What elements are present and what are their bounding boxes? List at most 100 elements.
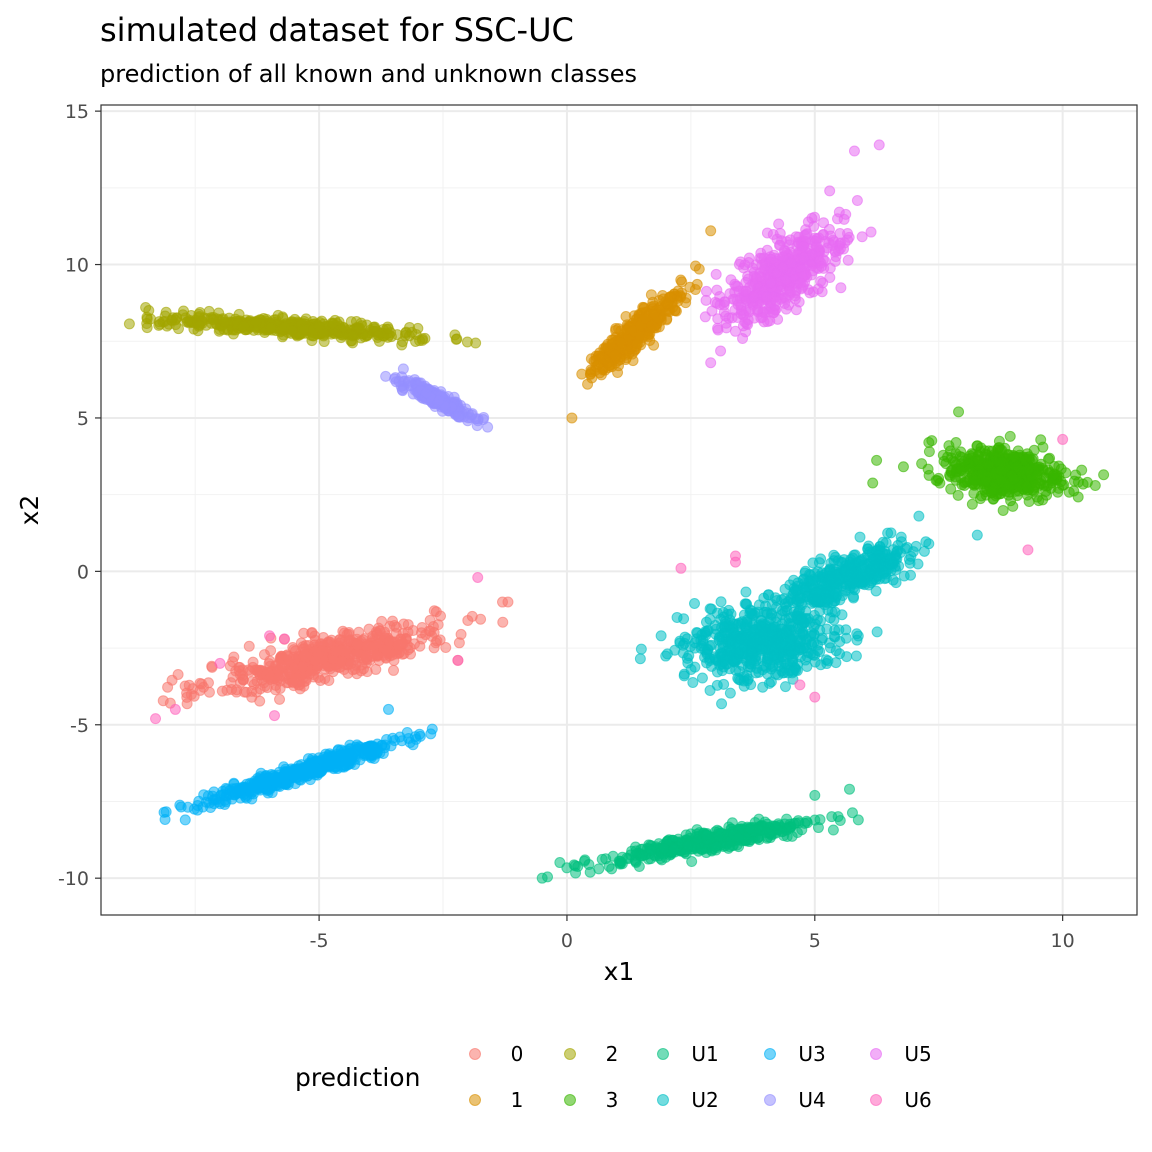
data-point	[854, 531, 866, 543]
data-point	[655, 853, 667, 865]
data-point	[482, 421, 494, 433]
data-point	[710, 268, 722, 280]
data-point	[797, 252, 809, 264]
data-point	[871, 626, 883, 638]
data-point	[576, 368, 588, 380]
data-point	[602, 357, 614, 369]
data-point	[150, 713, 162, 725]
data-point	[781, 824, 793, 836]
data-point	[347, 664, 359, 676]
legend-key	[764, 1094, 776, 1106]
data-point	[258, 649, 270, 661]
data-point	[767, 228, 779, 240]
data-point	[603, 860, 615, 872]
data-point	[715, 596, 727, 608]
data-point	[713, 632, 725, 644]
data-point	[806, 269, 818, 281]
data-point	[274, 693, 286, 705]
data-point	[169, 703, 181, 715]
data-point	[760, 291, 772, 303]
data-point	[327, 318, 339, 330]
grid-minor	[101, 105, 1137, 915]
data-point	[871, 454, 883, 466]
data-point	[675, 562, 687, 574]
data-point	[452, 654, 464, 666]
data-point	[218, 789, 230, 801]
data-point	[264, 630, 276, 642]
x-tick-label: 0	[561, 930, 573, 952]
data-point	[952, 489, 964, 501]
data-point	[174, 799, 186, 811]
legend-label: 1	[511, 1088, 524, 1112]
data-point	[569, 860, 581, 872]
x-axis: -5 0 5 10	[310, 915, 1075, 952]
data-point	[280, 650, 292, 662]
data-point	[193, 310, 205, 322]
data-point	[719, 621, 731, 633]
data-point	[809, 789, 821, 801]
data-point	[873, 139, 885, 151]
data-point	[433, 394, 445, 406]
data-point	[239, 791, 251, 803]
data-point	[475, 613, 487, 625]
data-point	[750, 655, 762, 667]
data-point	[243, 640, 255, 652]
data-point	[724, 841, 736, 853]
data-point	[732, 299, 744, 311]
data-point	[296, 661, 308, 673]
data-point	[822, 593, 834, 605]
data-point	[1037, 494, 1049, 506]
legend-label: 2	[606, 1042, 619, 1066]
data-point	[1072, 491, 1084, 503]
data-point	[848, 145, 860, 157]
data-point	[268, 710, 280, 722]
data-point	[865, 577, 877, 589]
data-point	[655, 630, 667, 642]
data-point	[620, 310, 632, 322]
data-point	[790, 231, 802, 243]
data-point	[462, 614, 474, 626]
data-point	[880, 572, 892, 584]
data-point	[818, 217, 830, 229]
data-point	[739, 259, 751, 271]
data-point	[435, 610, 447, 622]
data-point	[781, 813, 793, 825]
data-point	[904, 557, 916, 569]
data-point	[756, 259, 768, 271]
data-point	[639, 312, 651, 324]
data-point	[183, 679, 195, 691]
legend-label: U6	[904, 1088, 931, 1112]
data-point	[622, 344, 634, 356]
data-point	[745, 679, 757, 691]
data-point	[250, 316, 262, 328]
data-point	[263, 784, 275, 796]
data-point	[812, 283, 824, 295]
data-point	[845, 568, 857, 580]
data-point	[388, 664, 400, 676]
data-point	[162, 681, 174, 693]
data-point	[740, 586, 752, 598]
data-point	[995, 464, 1007, 476]
data-point	[848, 549, 860, 561]
data-point	[746, 608, 758, 620]
data-point	[807, 574, 819, 586]
data-point	[724, 687, 736, 699]
data-point	[420, 387, 432, 399]
data-point	[273, 672, 285, 684]
data-point	[253, 779, 265, 791]
data-point	[160, 306, 172, 318]
data-point	[662, 298, 674, 310]
data-point	[687, 677, 699, 689]
data-points	[123, 139, 1110, 884]
data-point	[955, 446, 967, 458]
data-point	[828, 614, 840, 626]
data-point	[773, 218, 785, 230]
data-point	[706, 305, 718, 317]
data-point	[769, 820, 781, 832]
data-point	[770, 295, 782, 307]
data-point	[799, 817, 811, 829]
legend-label: U3	[798, 1042, 825, 1066]
data-point	[202, 677, 214, 689]
data-point	[240, 686, 252, 698]
data-point	[774, 239, 786, 251]
